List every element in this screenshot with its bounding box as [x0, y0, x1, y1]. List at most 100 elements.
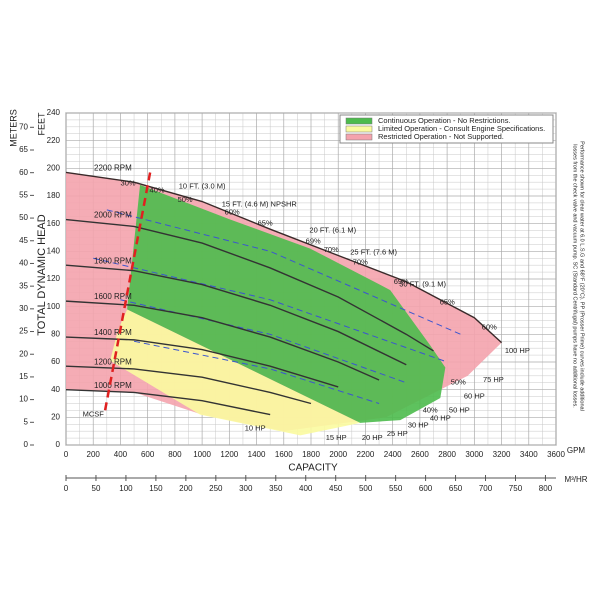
annotation: 10 HP — [245, 423, 266, 432]
x2-tick-label: 200 — [179, 484, 193, 493]
x-tick-label: 2800 — [438, 450, 456, 459]
annotation: 100 HP — [505, 346, 530, 355]
y-tick-label: 100 — [47, 302, 61, 311]
x-tick-label: 3600 — [547, 450, 565, 459]
legend-label: Limited Operation - Consult Engine Speci… — [378, 124, 545, 133]
x2-tick-label: 400 — [299, 484, 313, 493]
y2-tick-label: 15 — [19, 372, 28, 381]
note: losses from the check valve and vacuum p… — [572, 144, 578, 408]
y2-tick-label: 60 — [19, 168, 28, 177]
y2-tick-label: 45 — [19, 236, 28, 245]
x-tick-label: 2200 — [357, 450, 375, 459]
y2-axis-label: METERS — [8, 109, 18, 147]
annotation: 25 FT. (7.6 M) — [350, 248, 397, 257]
x-axis-title: CAPACITY — [288, 463, 338, 474]
annotation: 40 HP — [430, 414, 451, 423]
region — [110, 309, 361, 436]
legend-swatch — [345, 117, 373, 125]
y-axis-label: FEET — [36, 112, 46, 136]
x-unit: GPM — [567, 446, 586, 455]
rpm-label: 2200 RPM — [94, 164, 132, 173]
y2-tick-label: 30 — [19, 304, 28, 313]
rpm-label: 1400 RPM — [94, 328, 132, 337]
y-tick-label: 80 — [51, 329, 60, 338]
x-tick-label: 1200 — [220, 450, 238, 459]
x2-tick-label: 750 — [509, 484, 523, 493]
x2-tick-label: 500 — [359, 484, 373, 493]
annotation: 15 FT. (4.6 M) NPSHR — [222, 199, 298, 208]
y-tick-label: 220 — [47, 136, 61, 145]
npshr-line — [133, 340, 380, 404]
y-tick-label: 180 — [47, 191, 61, 200]
y2-tick-label: 10 — [19, 395, 28, 404]
x2-tick-label: 50 — [92, 484, 101, 493]
annotation: 50% — [451, 378, 466, 387]
x-tick-label: 0 — [64, 450, 69, 459]
annotation: 60 HP — [464, 392, 485, 401]
x-tick-label: 200 — [87, 450, 101, 459]
x-tick-label: 3400 — [520, 450, 538, 459]
y2-tick-label: 40 — [19, 259, 28, 268]
annotation: 30 HP — [408, 421, 429, 430]
annotation: 65% — [258, 219, 273, 228]
annotation: 30 FT. (9.1 M) — [399, 280, 446, 289]
rpm-label: 1600 RPM — [94, 292, 132, 301]
x2-tick-label: 650 — [449, 484, 463, 493]
annotation: 40% — [423, 405, 438, 414]
annotation: 70% — [353, 257, 368, 266]
x-tick-label: 800 — [168, 450, 182, 459]
y2-tick-label: 55 — [19, 190, 28, 199]
annotation: 15 HP — [326, 433, 347, 442]
x2-tick-label: 450 — [329, 484, 343, 493]
note: Performance shown for clear water at 6.0… — [579, 141, 585, 411]
y-tick-label: 40 — [51, 385, 60, 394]
annotation: 10 FT. (3.0 M) — [179, 181, 226, 190]
rpm-curve — [65, 336, 339, 388]
x-tick-label: 2000 — [329, 450, 347, 459]
x2-tick-label: 150 — [149, 484, 163, 493]
rpm-curve — [65, 388, 271, 416]
x-tick-label: 1800 — [302, 450, 320, 459]
annotation: 50% — [178, 195, 193, 204]
x-tick-label: 1600 — [275, 450, 293, 459]
x-tick-label: 600 — [141, 450, 155, 459]
y-tick-label: 120 — [47, 274, 61, 283]
legend-label: Restricted Operation - Not Supported. — [378, 132, 504, 141]
y-tick-label: 0 — [56, 440, 61, 449]
rpm-curve — [65, 365, 312, 405]
y-tick-label: 240 — [47, 108, 61, 117]
annotation: 69% — [394, 277, 409, 286]
x-tick-label: 400 — [114, 450, 128, 459]
x2-tick-label: 100 — [119, 484, 133, 493]
x-tick-label: 1000 — [193, 450, 211, 459]
annotation: 60% — [482, 322, 497, 331]
x2-tick-label: 550 — [389, 484, 403, 493]
rpm-curve — [65, 171, 503, 344]
y2-tick-label: 35 — [19, 281, 28, 290]
y-tick-label: 200 — [47, 163, 61, 172]
y2-tick-label: 0 — [24, 440, 29, 449]
x2-tick-label: 300 — [239, 484, 253, 493]
x2-tick-label: 600 — [419, 484, 433, 493]
rpm-label: 2000 RPM — [94, 211, 132, 220]
annotation: 25 HP — [387, 429, 408, 438]
y-tick-label: 160 — [47, 219, 61, 228]
x2-tick-label: 800 — [539, 484, 553, 493]
legend-swatch — [345, 133, 373, 141]
x2-tick-label: 700 — [479, 484, 493, 493]
rpm-label: 1200 RPM — [94, 357, 132, 366]
annotation: 60% — [225, 208, 240, 217]
x2-unit: M³/HR — [564, 475, 587, 484]
y-tick-label: 20 — [51, 412, 60, 421]
y-tick-label: 60 — [51, 357, 60, 366]
x2-tick-label: 250 — [209, 484, 223, 493]
annotation: MCSF — [83, 410, 105, 419]
x-tick-label: 3000 — [465, 450, 483, 459]
x-tick-label: 1400 — [248, 450, 266, 459]
y-axis-title: TOTAL DYNAMIC HEAD — [36, 214, 48, 335]
rpm-curve — [65, 300, 380, 381]
annotation: 50 HP — [449, 405, 470, 414]
y2-tick-label: 65 — [19, 145, 28, 154]
npshr-line — [93, 257, 448, 363]
